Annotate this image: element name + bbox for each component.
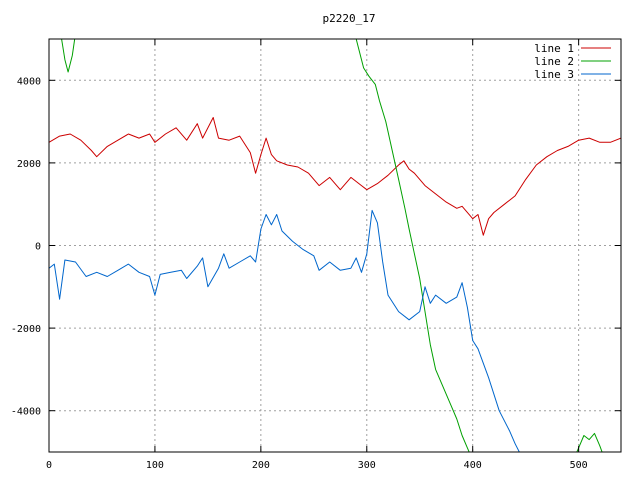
series-line-3 <box>49 209 520 452</box>
x-tick-label: 300 <box>358 460 376 471</box>
axis-ticks: 0 100 200 300 400 500 -4000 -2000 0 2000 4000 <box>11 39 621 471</box>
series-group <box>49 39 621 452</box>
x-tick-label: 100 <box>146 460 164 471</box>
x-tick-label: 0 <box>46 460 52 471</box>
series-line-2 <box>61 39 603 452</box>
grid-lines <box>49 39 621 452</box>
y-tick-label: 0 <box>35 242 41 253</box>
y-tick-label: 4000 <box>17 76 41 87</box>
series-line-1 <box>49 117 621 236</box>
y-tick-label: -2000 <box>11 324 41 335</box>
x-tick-label: 400 <box>464 460 482 471</box>
x-tick-label: 500 <box>570 460 588 471</box>
y-tick-label: -4000 <box>11 407 41 418</box>
legend-label: line 2 <box>534 55 574 68</box>
x-tick-label: 200 <box>252 460 270 471</box>
legend-label: line 3 <box>534 68 574 81</box>
chart-title: p2220_17 <box>323 12 376 25</box>
y-tick-label: 2000 <box>17 159 41 170</box>
legend-label: line 1 <box>534 42 574 55</box>
